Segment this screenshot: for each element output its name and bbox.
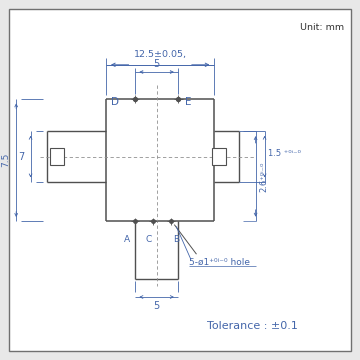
Text: D: D [111, 97, 119, 107]
Text: 5: 5 [153, 301, 160, 311]
Bar [50, 148, 64, 165]
Text: A: A [123, 235, 130, 244]
Text: Tolerance : ±0.1: Tolerance : ±0.1 [207, 321, 297, 331]
Text: 2.6⁺⁰ⁱ⁻⁰: 2.6⁺⁰ⁱ⁻⁰ [259, 161, 268, 192]
Text: 12.5±0.05,: 12.5±0.05, [134, 50, 187, 59]
Bar [212, 148, 226, 165]
Text: 7: 7 [18, 152, 25, 162]
Text: 5-ø1⁺⁰ⁱ⁻⁰ hole: 5-ø1⁺⁰ⁱ⁻⁰ hole [189, 257, 250, 266]
Text: 5: 5 [153, 59, 160, 69]
Text: Unit: mm: Unit: mm [300, 23, 344, 32]
Text: C: C [146, 235, 152, 244]
Text: E: E [185, 97, 191, 107]
Text: B: B [173, 235, 179, 244]
Text: 1.5 ⁺⁰ⁱ⁻⁰: 1.5 ⁺⁰ⁱ⁻⁰ [268, 149, 301, 158]
Text: 7.5: 7.5 [1, 153, 10, 167]
